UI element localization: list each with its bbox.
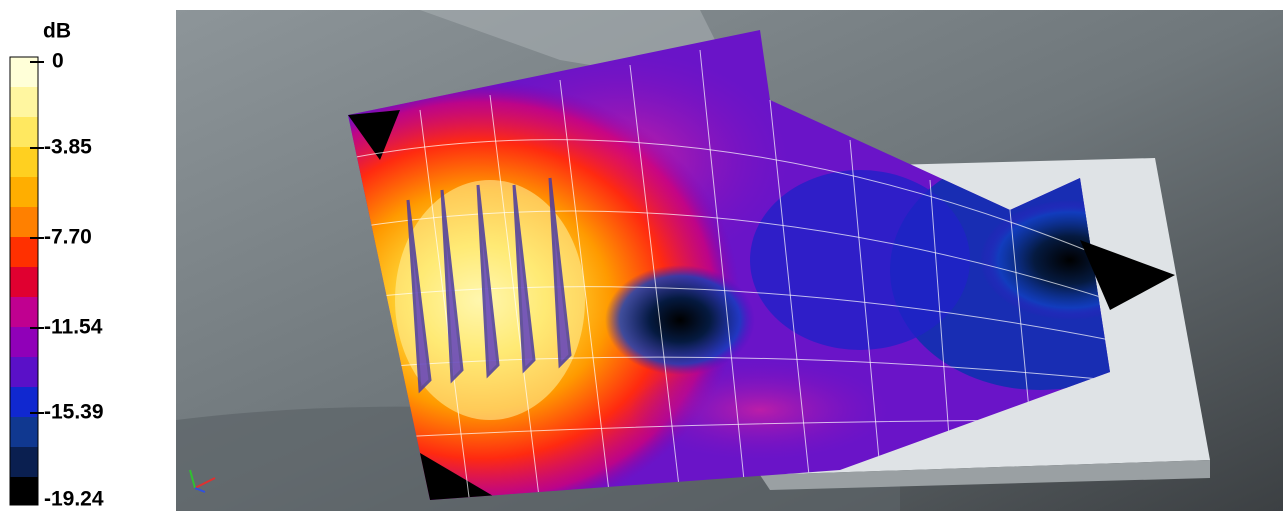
- axis-triad: [189, 469, 216, 493]
- legend-title: dB: [43, 20, 71, 43]
- legend-ticks: [30, 61, 44, 414]
- legend-tick-label: -11.54: [44, 316, 103, 339]
- colorbar: [9, 56, 39, 506]
- legend-tick-label: -7.70: [44, 226, 92, 249]
- legend-tick-label: -15.39: [44, 401, 104, 424]
- legend-tick-label: 0: [52, 50, 64, 73]
- speaker-array: [406, 177, 572, 394]
- scene: [176, 10, 1283, 511]
- legend-tick-label: -3.85: [44, 136, 92, 159]
- legend-tick-label: -19.24: [44, 488, 104, 511]
